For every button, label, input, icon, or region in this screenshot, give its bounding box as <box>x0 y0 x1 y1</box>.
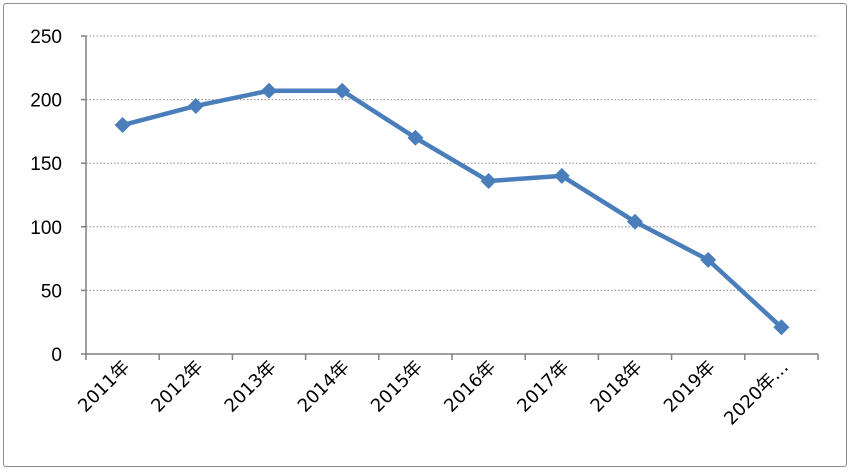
series-line <box>120 88 784 330</box>
data-point-2016年 <box>480 173 497 190</box>
data-point-2020年… <box>773 319 790 336</box>
x-tick-label: 2015年 <box>367 357 427 417</box>
x-axis-ticks: 2011年 2012年 2013年 2014年 2015年 2016年 2017年 2018年… <box>74 354 819 430</box>
data-point-2012年 <box>187 97 204 114</box>
x-tick-label: 2018年 <box>587 357 647 417</box>
gridlines <box>86 35 818 291</box>
y-tick-label-50: 50 <box>41 281 62 302</box>
x-tick-label: 2019年 <box>660 357 720 417</box>
x-tick-label: 2014年 <box>294 357 354 417</box>
data-point-2015年 <box>407 129 424 146</box>
x-tick-label: 2017年 <box>513 357 573 417</box>
x-tick-label: 2020年… <box>720 357 793 430</box>
x-tick-label: 2013年 <box>221 357 281 417</box>
x-tick-label: 2016年 <box>440 357 500 417</box>
data-point-2017年 <box>553 167 570 184</box>
y-tick-label-150: 150 <box>30 154 62 175</box>
data-point-2011年 <box>114 117 131 134</box>
y-tick-label-250: 250 <box>30 27 62 48</box>
data-point-2018年 <box>627 213 643 230</box>
y-tick-label-100: 100 <box>30 218 62 239</box>
y-tick-label-200: 200 <box>30 91 62 112</box>
x-tick-label: 2011年 <box>74 357 134 417</box>
data-point-2013年 <box>261 82 277 99</box>
y-tick-label-0: 0 <box>51 345 62 366</box>
data-point-2014年 <box>334 82 351 99</box>
axes <box>85 36 818 355</box>
y-axis-ticks: 0 50 100 150 200 250 <box>30 27 86 366</box>
chart-frame <box>3 3 847 467</box>
series-layer <box>114 82 790 336</box>
data-point-2019年 <box>700 251 717 268</box>
x-tick-label: 2012年 <box>147 357 207 417</box>
